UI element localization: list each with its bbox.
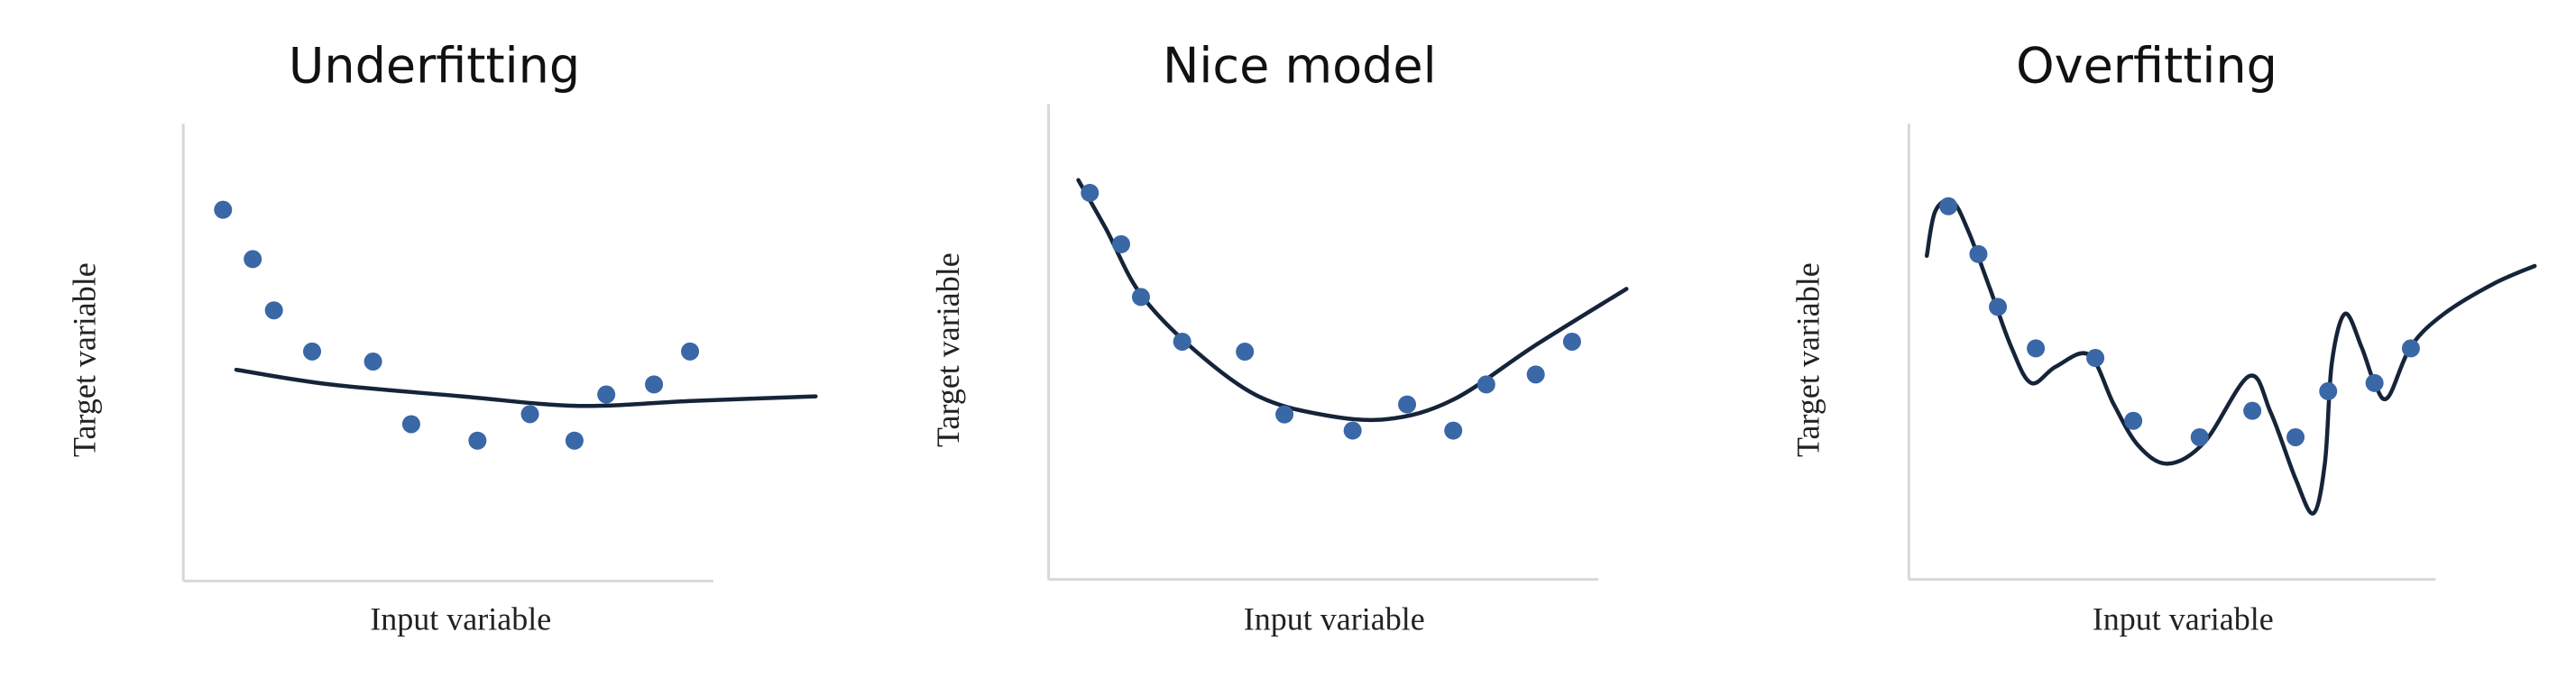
- data-point: [1343, 421, 1362, 440]
- panel: Nice model Input variable Target variable: [930, 38, 1629, 637]
- data-point: [681, 342, 700, 361]
- data-point: [303, 342, 322, 361]
- data-point: [1562, 332, 1581, 351]
- data-point: [1236, 343, 1255, 362]
- panel: Underfitting Input variable Target variabl…: [66, 38, 818, 637]
- data-point: [2124, 411, 2143, 430]
- data-point: [2027, 339, 2046, 358]
- y-axis-label: Target variable: [930, 252, 966, 447]
- data-point: [1131, 288, 1150, 307]
- fit-curve: [234, 367, 818, 408]
- data-point: [2243, 401, 2262, 420]
- data-point: [1444, 421, 1463, 440]
- fit-curve: [1076, 178, 1629, 423]
- data-point: [520, 405, 539, 424]
- panel-title: Underfitting: [289, 38, 580, 95]
- data-point: [1398, 395, 1417, 414]
- data-point: [1173, 332, 1191, 351]
- data-point: [1477, 375, 1495, 394]
- data-point: [2086, 349, 2105, 368]
- data-point: [363, 353, 382, 371]
- data-point: [1112, 234, 1131, 253]
- data-point: [565, 431, 584, 450]
- panel-title: Nice model: [1163, 38, 1437, 95]
- panel: Overfitting Input variable Target variable: [1790, 38, 2537, 637]
- panel-title: Overfitting: [2016, 38, 2277, 95]
- data-point: [2190, 427, 2209, 446]
- data-point: [264, 301, 283, 320]
- data-point: [1939, 197, 1958, 215]
- data-point: [1989, 298, 2008, 316]
- data-point: [1969, 244, 1988, 263]
- data-point: [1081, 183, 1099, 202]
- y-axis-label: Target variable: [1790, 262, 1826, 457]
- data-point: [2401, 339, 2420, 358]
- data-point: [401, 415, 420, 434]
- data-point: [244, 250, 262, 269]
- y-axis-label: Target variable: [66, 262, 102, 457]
- fit-curve: [1924, 197, 2537, 516]
- data-point: [1275, 405, 1294, 424]
- data-point: [214, 200, 233, 219]
- data-point: [468, 431, 487, 450]
- x-axis-label: Input variable: [370, 600, 551, 637]
- x-axis-label: Input variable: [1244, 600, 1425, 637]
- data-point: [2365, 373, 2384, 392]
- data-point: [645, 375, 664, 394]
- x-axis-label: Input variable: [2093, 600, 2274, 637]
- data-point: [597, 385, 616, 404]
- data-point: [2286, 427, 2305, 446]
- data-point: [1526, 365, 1545, 384]
- data-point: [2319, 381, 2338, 400]
